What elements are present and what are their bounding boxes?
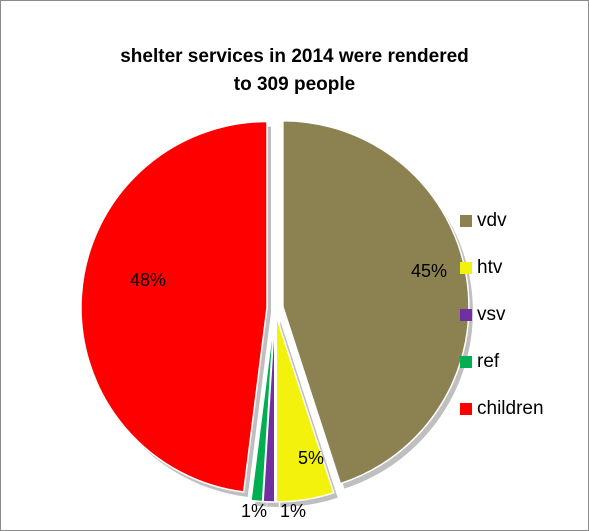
pie-slice-ref [250, 315, 275, 503]
chart-title-line-2: to 309 people [233, 74, 356, 95]
data-label-ref: 1% [241, 501, 267, 521]
data-label-htv: 5% [298, 448, 324, 468]
legend-label-htv: htv [477, 257, 503, 278]
legend-swatch-htv [460, 262, 472, 274]
pie-slice-group [80, 119, 470, 503]
data-label-vdv: 45% [411, 261, 447, 281]
data-label-vsv: 1% [280, 501, 306, 521]
pie-label-group: 45% 5% 1% 1% 48% [130, 261, 447, 521]
pie-slice-children [80, 120, 268, 493]
pie-slice-htv [275, 315, 335, 503]
legend-label-vdv: vdv [477, 210, 507, 231]
chart-title: shelter services in 2014 were rendered t… [1, 43, 588, 99]
legend-label-children: children [477, 398, 544, 419]
data-label-children: 48% [130, 270, 166, 290]
chart-title-line-1: shelter services in 2014 were rendered [120, 46, 469, 67]
legend-swatch-vsv [460, 309, 472, 321]
pie-slice-vdv [282, 119, 470, 485]
legend-label-vsv: vsv [477, 304, 506, 325]
legend-label-ref: ref [477, 351, 500, 372]
legend-swatch-vdv [460, 215, 472, 227]
legend-swatch-ref [460, 356, 472, 368]
legend-swatch-children [460, 403, 472, 415]
